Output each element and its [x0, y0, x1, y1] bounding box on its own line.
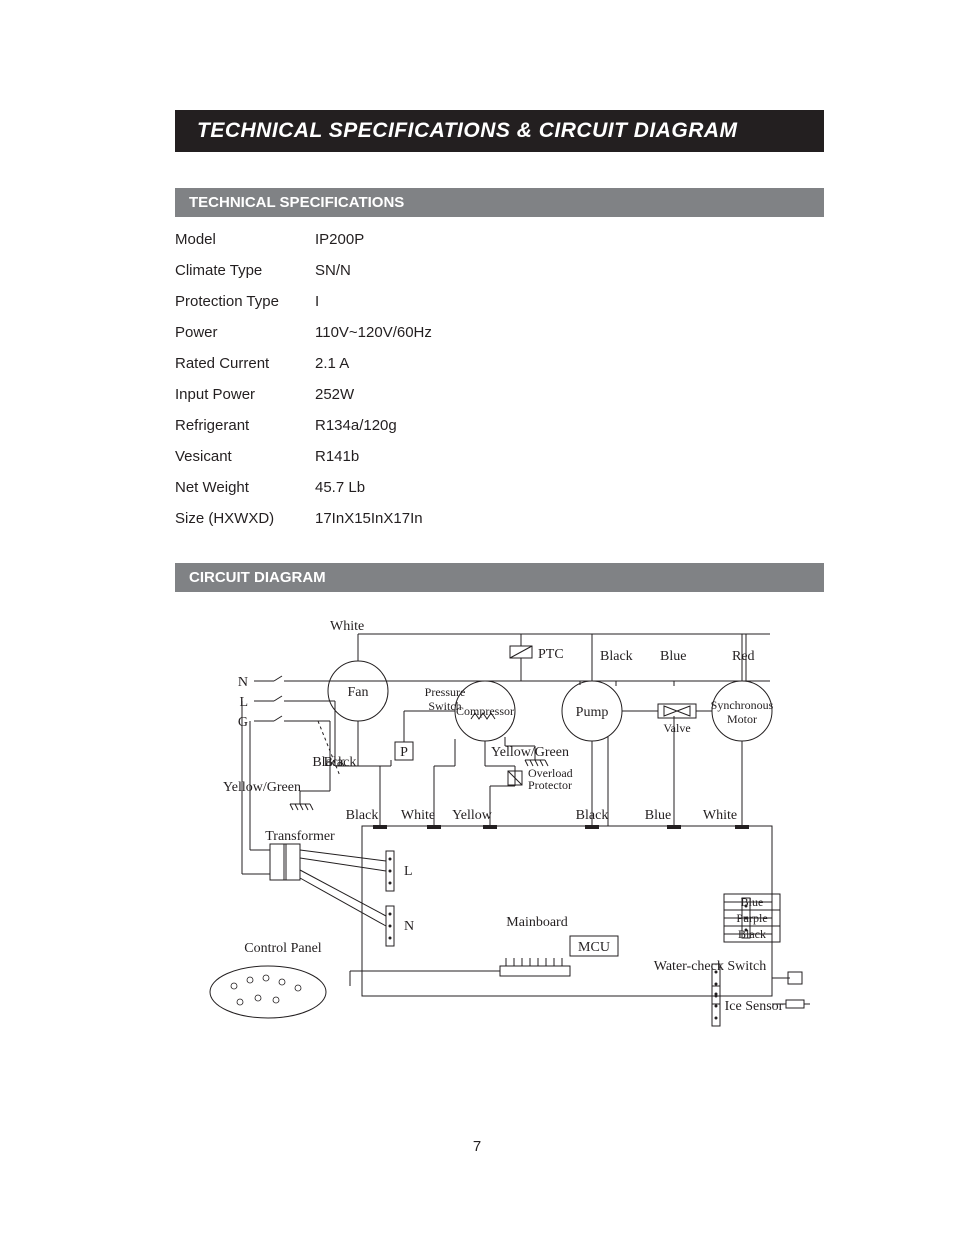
svg-text:Pressure: Pressure [424, 685, 465, 699]
svg-text:G: G [237, 715, 247, 730]
svg-text:Ice Sensor: Ice Sensor [724, 999, 783, 1014]
spec-label: Climate Type [175, 262, 315, 279]
spec-value: I [315, 293, 824, 310]
specs-table: ModelIP200PClimate TypeSN/NProtection Ty… [175, 231, 824, 527]
svg-text:Black: Black [345, 808, 378, 823]
svg-text:Black: Black [312, 755, 345, 770]
svg-text:L: L [239, 695, 248, 710]
svg-text:Red: Red [732, 649, 755, 664]
spec-value: 110V~120V/60Hz [315, 324, 824, 341]
svg-text:N: N [237, 675, 247, 690]
svg-text:P: P [400, 745, 408, 760]
page-title: TECHNICAL SPECIFICATIONS & CIRCUIT DIAGR… [197, 119, 738, 142]
specs-section-header: TECHNICAL SPECIFICATIONS [175, 188, 824, 217]
svg-text:L: L [404, 864, 413, 879]
svg-text:N: N [404, 919, 414, 934]
circuit-section-header: CIRCUIT DIAGRAM [175, 563, 824, 592]
spec-label: Size (HXWXD) [175, 510, 315, 527]
svg-text:Blue: Blue [644, 808, 670, 823]
svg-text:Protector: Protector [528, 778, 572, 792]
svg-text:Motor: Motor [727, 712, 757, 726]
spec-value: 252W [315, 386, 824, 403]
svg-text:White: White [702, 808, 736, 823]
spec-row: Net Weight45.7 Lb [175, 479, 824, 496]
svg-text:Water-check Switch: Water-check Switch [653, 959, 766, 974]
spec-row: Protection TypeI [175, 293, 824, 310]
spec-value: SN/N [315, 262, 824, 279]
specs-header-text: TECHNICAL SPECIFICATIONS [189, 194, 404, 211]
spec-row: RefrigerantR134a/120g [175, 417, 824, 434]
spec-value: R141b [315, 448, 824, 465]
spec-row: Input Power252W [175, 386, 824, 403]
svg-text:Yellow/Green: Yellow/Green [491, 745, 569, 760]
svg-text:Yellow/Green: Yellow/Green [223, 780, 301, 795]
spec-label: Input Power [175, 386, 315, 403]
spec-label: Protection Type [175, 293, 315, 310]
page-number: 7 [0, 1138, 954, 1155]
svg-text:Synchronous: Synchronous [710, 698, 773, 712]
spec-label: Rated Current [175, 355, 315, 372]
svg-text:Fan: Fan [347, 685, 368, 700]
svg-text:PTC: PTC [538, 647, 564, 662]
spec-value: IP200P [315, 231, 824, 248]
spec-label: Net Weight [175, 479, 315, 496]
svg-text:Control Panel: Control Panel [244, 941, 321, 956]
spec-label: Refrigerant [175, 417, 315, 434]
spec-row: Rated Current2.1 A [175, 355, 824, 372]
svg-text:Transformer: Transformer [265, 829, 335, 844]
svg-text:Yellow: Yellow [452, 808, 493, 823]
spec-value: R134a/120g [315, 417, 824, 434]
spec-label: Model [175, 231, 315, 248]
page-title-bar: TECHNICAL SPECIFICATIONS & CIRCUIT DIAGR… [175, 110, 824, 152]
page: TECHNICAL SPECIFICATIONS & CIRCUIT DIAGR… [0, 0, 954, 1235]
spec-value: 17InX15InX17In [315, 510, 824, 527]
svg-text:Valve: Valve [663, 721, 690, 735]
svg-text:MCU: MCU [578, 940, 610, 955]
svg-text:White: White [400, 808, 434, 823]
circuit-diagram: NLGWhiteFanPressureSwitchPCompressorPTCO… [190, 616, 810, 1066]
spec-row: Power110V~120V/60Hz [175, 324, 824, 341]
spec-label: Power [175, 324, 315, 341]
circuit-diagram-wrap: NLGWhiteFanPressureSwitchPCompressorPTCO… [175, 616, 824, 1066]
svg-text:Black: Black [600, 649, 633, 664]
spec-row: ModelIP200P [175, 231, 824, 248]
svg-text:Mainboard: Mainboard [506, 915, 567, 930]
spec-label: Vesicant [175, 448, 315, 465]
spec-value: 45.7 Lb [315, 479, 824, 496]
spec-row: Size (HXWXD)17InX15InX17In [175, 510, 824, 527]
svg-text:Pump: Pump [575, 705, 608, 720]
svg-text:White: White [330, 619, 364, 634]
spec-row: VesicantR141b [175, 448, 824, 465]
spec-value: 2.1 A [315, 355, 824, 372]
svg-text:Blue: Blue [660, 649, 686, 664]
svg-text:Black: Black [575, 808, 608, 823]
spec-row: Climate TypeSN/N [175, 262, 824, 279]
circuit-header-text: CIRCUIT DIAGRAM [189, 569, 326, 586]
